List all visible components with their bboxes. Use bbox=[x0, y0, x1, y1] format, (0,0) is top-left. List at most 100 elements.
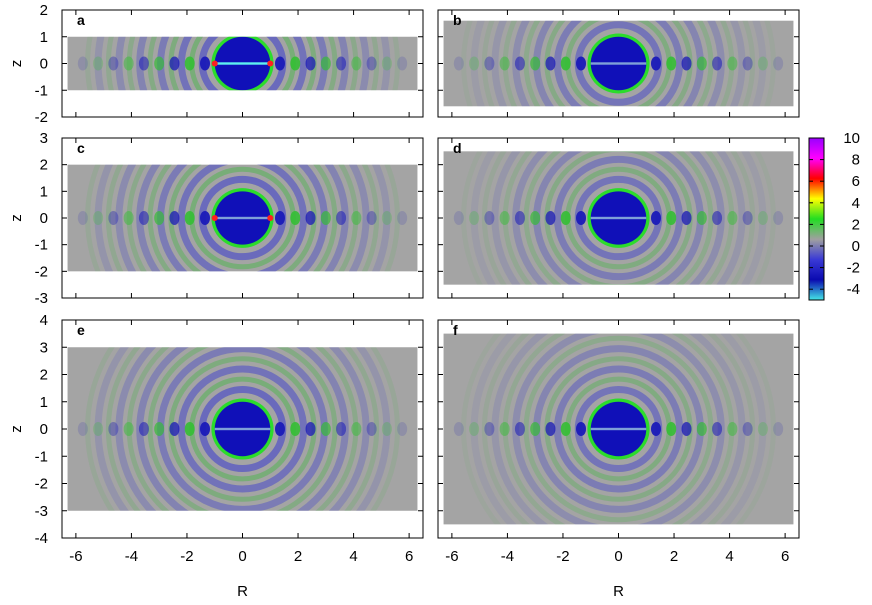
y-tick-label: 0 bbox=[40, 56, 48, 73]
axial-blob bbox=[499, 211, 510, 225]
axial-blob bbox=[366, 422, 377, 436]
ripple-ring-blue bbox=[115, 347, 370, 511]
axial-blob bbox=[469, 56, 480, 71]
x-tick-label: -2 bbox=[556, 548, 569, 565]
axial-blob bbox=[530, 211, 541, 225]
axial-blob bbox=[757, 211, 768, 225]
axial-blob bbox=[727, 422, 738, 436]
ripple-ring-green bbox=[147, 164, 338, 272]
y-tick-label: 2 bbox=[40, 2, 48, 19]
axial-blob bbox=[757, 56, 768, 71]
axial-blob bbox=[93, 422, 104, 436]
ripple-ring-green bbox=[105, 347, 380, 511]
axial-blob bbox=[666, 211, 677, 225]
wave-layer bbox=[77, 347, 408, 511]
colorbar-tick-label: 4 bbox=[852, 195, 860, 212]
y-tick-label: -2 bbox=[35, 263, 48, 280]
panel-b: b bbox=[437, 9, 800, 118]
ripple-ring-green bbox=[85, 164, 400, 272]
ripple-ring-green bbox=[523, 20, 714, 107]
colorbar: 10 8 6 4 2 0 -2 -4 bbox=[808, 130, 860, 301]
panel-d: d bbox=[437, 137, 800, 299]
sphere-axis-streak bbox=[214, 62, 271, 65]
colorbar-tick-label: 0 bbox=[852, 238, 860, 255]
axial-blob bbox=[514, 56, 525, 71]
panel-label-f: f bbox=[453, 322, 458, 338]
axial-blob bbox=[484, 211, 495, 225]
panel-label-a: a bbox=[77, 12, 85, 28]
axial-blob bbox=[351, 211, 362, 225]
field-c bbox=[67, 164, 418, 272]
x-axis-label: R bbox=[237, 583, 248, 600]
axial-blob bbox=[560, 422, 571, 436]
axial-blob bbox=[154, 211, 165, 225]
colorbar-tick-label: 2 bbox=[852, 216, 860, 233]
axial-blob bbox=[274, 211, 285, 225]
ripple-ring-green bbox=[481, 333, 756, 525]
ripple-ring-blue bbox=[470, 20, 767, 107]
ripple-ring-blue bbox=[177, 164, 308, 272]
colorbar-tick-label: 6 bbox=[852, 173, 860, 190]
axial-blob bbox=[545, 56, 556, 71]
axial-blob bbox=[108, 211, 119, 225]
y-tick-label: -1 bbox=[35, 237, 48, 254]
axial-blob bbox=[773, 422, 784, 436]
y-axis-label: z bbox=[8, 60, 25, 68]
axial-blob bbox=[696, 422, 707, 436]
axial-blob bbox=[305, 422, 316, 436]
x-tick-label: -4 bbox=[501, 548, 514, 565]
axial-blob bbox=[200, 422, 211, 436]
axial-blob bbox=[576, 56, 587, 71]
axial-blob bbox=[773, 56, 784, 71]
y-tick-label: -3 bbox=[35, 290, 48, 307]
axial-blob bbox=[499, 56, 510, 71]
ripple-ring-green bbox=[481, 20, 756, 107]
axial-blob bbox=[514, 422, 525, 436]
ripple-ring-blue bbox=[94, 164, 391, 272]
axial-blob bbox=[727, 211, 738, 225]
axial-blob bbox=[712, 211, 723, 225]
x-tick-label: -6 bbox=[445, 548, 458, 565]
sphere-axis-streak bbox=[214, 216, 271, 220]
axial-blob bbox=[200, 56, 211, 71]
axial-blob bbox=[560, 211, 571, 225]
axial-blob bbox=[366, 211, 377, 225]
axial-blob bbox=[305, 56, 316, 71]
y-axis-label: z bbox=[8, 214, 25, 222]
x-tick-label: -6 bbox=[69, 548, 82, 565]
axial-blob bbox=[138, 56, 149, 71]
axial-blob bbox=[274, 56, 285, 71]
y-tick-label: 0 bbox=[40, 421, 48, 438]
ripple-ring-blue bbox=[553, 365, 684, 493]
ripple-ring-blue bbox=[470, 151, 767, 285]
y-tick-label: -1 bbox=[35, 448, 48, 465]
y-axis-label: z bbox=[8, 425, 25, 433]
ripple-ring-green bbox=[105, 36, 380, 91]
ripple-ring-green bbox=[481, 151, 756, 285]
panel-c: c 3 2 1 0 -1 -2 -3 z bbox=[8, 130, 424, 307]
ripple-ring-green bbox=[502, 333, 735, 525]
axial-blob bbox=[366, 56, 377, 71]
axial-blob bbox=[381, 211, 392, 225]
field-f bbox=[443, 333, 794, 525]
axial-blob bbox=[351, 56, 362, 71]
wave-layer bbox=[77, 36, 408, 91]
x-tick-label: 0 bbox=[238, 548, 246, 565]
ripple-ring-green bbox=[126, 164, 359, 272]
ripple-ring-blue bbox=[94, 36, 391, 91]
axial-blob bbox=[681, 56, 692, 71]
axial-blob bbox=[773, 211, 784, 225]
ripple-ring-green bbox=[523, 335, 714, 523]
axial-blob bbox=[650, 56, 661, 71]
axial-blob bbox=[290, 211, 301, 225]
x-tick-label: 6 bbox=[781, 548, 789, 565]
ripple-ring-green bbox=[126, 36, 359, 91]
y-tick-label: 1 bbox=[40, 394, 48, 411]
axial-blob bbox=[397, 422, 408, 436]
axial-blob bbox=[381, 56, 392, 71]
axial-blob bbox=[77, 56, 88, 71]
field-e bbox=[67, 347, 418, 511]
axial-blob bbox=[108, 56, 119, 71]
panel-e: e -6 -4 -2 0 2 4 6 R 4 3 2 1 0 -1 -2 -3 -4 z bbox=[8, 312, 424, 600]
axial-blob bbox=[108, 422, 119, 436]
